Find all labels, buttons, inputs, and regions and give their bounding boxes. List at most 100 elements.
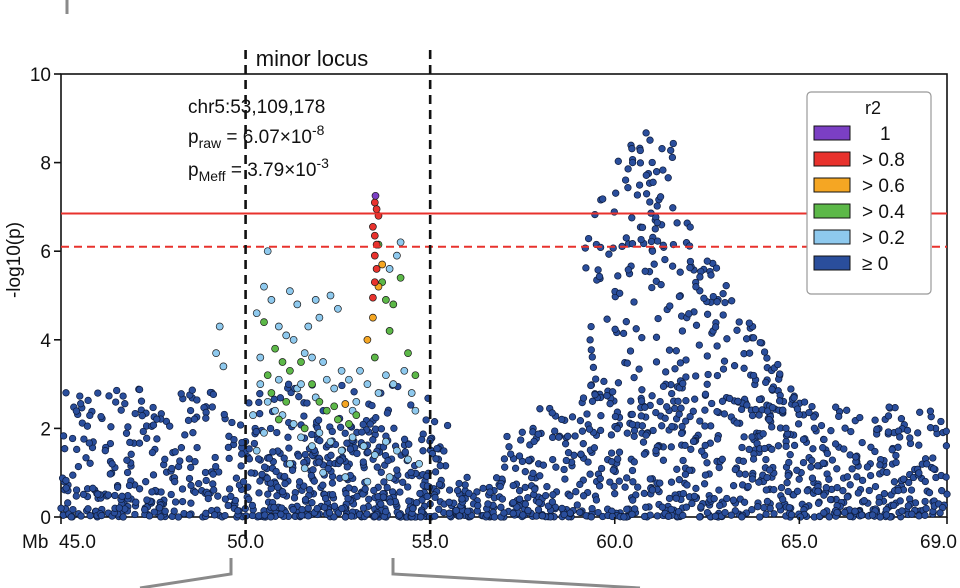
snp-point — [858, 476, 867, 485]
snp-point — [658, 145, 666, 153]
snp-point — [701, 422, 709, 430]
snp-point — [762, 455, 770, 464]
snp-point — [635, 181, 644, 189]
snp-point — [274, 483, 282, 491]
snp-point — [648, 158, 656, 167]
snp-point — [894, 486, 902, 495]
snp-point — [280, 454, 288, 462]
snp-point — [751, 405, 760, 414]
snp-point — [435, 480, 444, 489]
snp-point-ld — [345, 375, 353, 384]
snp-point — [238, 438, 246, 447]
snp-point — [316, 437, 324, 445]
snp-point — [509, 509, 517, 518]
snp-point-ld — [286, 287, 294, 295]
snp-point — [642, 190, 651, 198]
snp-point — [728, 297, 736, 305]
snp-point — [743, 401, 751, 409]
snp-point — [641, 267, 649, 275]
snp-point — [463, 473, 471, 482]
snp-point — [677, 429, 686, 438]
snp-point — [370, 486, 378, 495]
snp-point — [756, 338, 764, 347]
snp-point — [703, 257, 711, 265]
annotation-p-meff: pMeff = 3.79×10-3 — [188, 155, 329, 184]
snp-point-ld — [363, 335, 372, 344]
snp-point — [277, 510, 285, 518]
snp-point — [436, 462, 444, 470]
snp-point — [178, 485, 187, 493]
snp-point — [839, 487, 847, 495]
snp-point — [101, 447, 109, 455]
snp-point — [576, 480, 584, 489]
legend-label: > 0.4 — [862, 202, 905, 223]
snp-point — [809, 445, 817, 453]
y-tick-label: 2 — [40, 419, 51, 440]
snp-point — [843, 406, 851, 414]
snp-point — [112, 398, 120, 406]
snp-point — [501, 463, 509, 471]
snp-point — [697, 503, 705, 511]
snp-point — [897, 415, 906, 423]
axes: 45.0 50.0 55.0 60.0 65.0 69.0 0 2 4 6 8 10 — [30, 65, 957, 553]
snp-point — [713, 435, 722, 443]
snp-point — [795, 475, 803, 483]
snp-point — [686, 223, 694, 231]
snp-point — [524, 506, 532, 515]
snp-point — [393, 466, 401, 474]
snp-point — [344, 494, 352, 503]
snp-point — [161, 455, 169, 463]
snp-point — [650, 260, 658, 268]
snp-point — [372, 414, 380, 422]
snp-point — [509, 481, 517, 490]
snp-point — [252, 428, 260, 436]
snp-point — [652, 168, 661, 176]
snp-point — [658, 422, 666, 430]
snp-point — [135, 385, 144, 394]
snp-point — [336, 457, 344, 465]
snp-point — [938, 487, 946, 495]
snp-point — [768, 423, 776, 431]
snp-point — [656, 397, 664, 406]
snp-point — [794, 420, 803, 428]
snp-point — [596, 426, 605, 435]
snp-point — [624, 266, 632, 274]
snp-point — [633, 191, 642, 199]
snp-point-ld — [308, 380, 316, 388]
snp-point — [288, 466, 297, 474]
snp-point — [642, 171, 650, 179]
snp-point — [327, 451, 335, 459]
snp-point-ld — [278, 358, 287, 366]
snp-point — [555, 433, 563, 441]
snp-point — [407, 468, 415, 477]
snp-point — [328, 490, 337, 499]
snp-point — [915, 441, 923, 449]
snp-point — [669, 204, 677, 212]
scatter-points — [57, 129, 951, 521]
snp-point — [281, 472, 289, 481]
snp-point — [876, 461, 884, 469]
snp-point — [67, 513, 75, 521]
snp-point-ld — [252, 309, 261, 318]
snp-point — [682, 417, 690, 425]
snp-point — [675, 476, 683, 484]
snp-point — [135, 485, 144, 493]
snp-point — [925, 489, 934, 497]
snp-point — [57, 504, 65, 512]
snp-point — [104, 491, 112, 499]
snp-point — [153, 435, 161, 443]
snp-point — [623, 505, 631, 513]
snp-point — [613, 425, 621, 433]
snp-point — [679, 456, 687, 465]
snp-point — [637, 412, 645, 420]
snp-point — [521, 500, 530, 508]
snp-point-ld — [356, 366, 364, 375]
snp-point — [621, 483, 629, 491]
snp-point — [612, 189, 620, 197]
snp-point — [691, 395, 699, 403]
snp-point — [641, 403, 649, 411]
snp-point — [157, 513, 165, 521]
snp-point — [651, 225, 659, 233]
snp-point — [188, 386, 196, 394]
snp-point — [121, 400, 129, 408]
